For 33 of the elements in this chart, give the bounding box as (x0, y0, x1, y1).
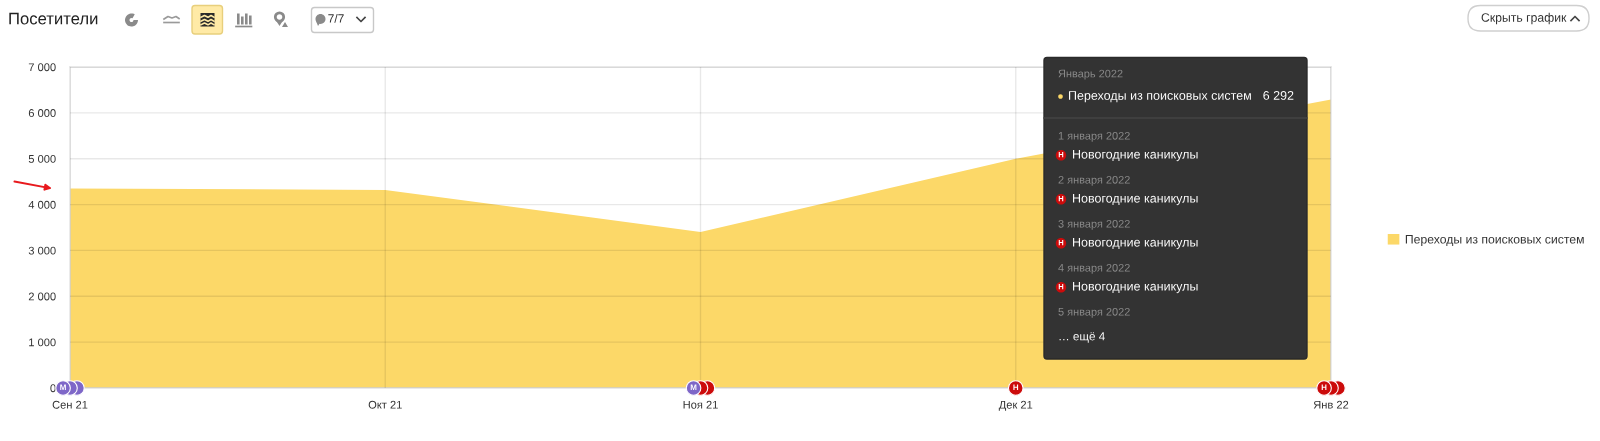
annotation: Переходы из поисковых систем (1069, 91, 1251, 103)
text: Скрыть график (1481, 12, 1567, 25)
annotation: … ещё 4 (1059, 332, 1105, 343)
y-tick-label: 0 (50, 384, 56, 393)
annotation: М (60, 384, 66, 391)
chart-title: Посетители (9, 12, 98, 25)
x-tick-label: Янв 22 (1313, 400, 1349, 409)
y-tick-label: 2 000 (28, 292, 56, 301)
x-tick-label: Дек 21 (998, 400, 1033, 411)
x-tick-label: Сен 21 (52, 400, 88, 409)
annotation: 1 января 2022 (1058, 131, 1130, 142)
y-tick-label: 7 000 (28, 63, 56, 72)
annotation: 2 января 2022 (1058, 175, 1130, 186)
y-tick-label: 3 000 (28, 246, 56, 255)
y-tick-label: 5 000 (28, 154, 56, 163)
annotation: Новогодние каникулы (1073, 281, 1198, 294)
annotation: 6 292 (1263, 91, 1294, 100)
annotation: 5 января 2022 (1058, 307, 1130, 318)
annotation: Январь 2022 (1058, 69, 1123, 80)
annotation: Новогодние каникулы (1073, 149, 1198, 162)
x-tick-label: Окт 21 (368, 400, 402, 409)
annotation: 4 января 2022 (1058, 263, 1130, 274)
legend-label: Переходы из поисковых систем (1405, 235, 1584, 247)
annotation: 3 января 2022 (1058, 219, 1130, 230)
y-tick-label: 4 000 (28, 200, 56, 209)
annotation: Новогодние каникулы (1073, 193, 1198, 206)
x-tick-label: Ноя 21 (683, 400, 718, 409)
annotation: Новогодние каникулы (1073, 237, 1198, 250)
annotation: Н (1013, 384, 1019, 391)
text: 7/7 (328, 13, 344, 23)
annotation: М (690, 384, 697, 391)
y-tick-label: 1 000 (29, 338, 56, 347)
y-tick-label: 6 000 (28, 109, 56, 117)
